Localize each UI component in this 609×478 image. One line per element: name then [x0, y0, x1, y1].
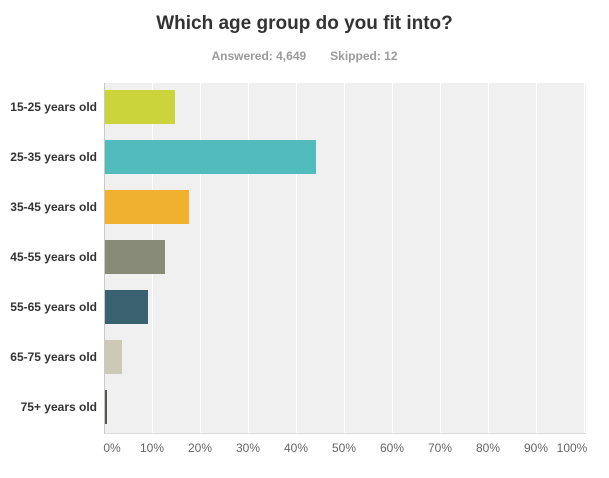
- x-tick-label: 20%: [187, 441, 213, 455]
- gridline: [200, 83, 201, 433]
- x-tick-label: 90%: [523, 441, 549, 455]
- x-tick-label: 60%: [379, 441, 405, 455]
- x-tick-label: 30%: [235, 441, 261, 455]
- category-label: 15-25 years old: [10, 100, 97, 114]
- bar: [105, 390, 108, 424]
- category-label: 65-75 years old: [10, 350, 97, 364]
- category-label: 45-55 years old: [10, 250, 97, 264]
- x-tick-label: 50%: [331, 441, 357, 455]
- x-tick-label: 40%: [283, 441, 309, 455]
- skipped-count: Skipped: 12: [330, 49, 398, 63]
- page-title: Which age group do you fit into?: [156, 13, 453, 34]
- bar: [105, 90, 176, 124]
- plot-area: [104, 83, 586, 434]
- x-tick-label: 80%: [475, 441, 501, 455]
- bar: [105, 140, 317, 174]
- bar: [105, 340, 122, 374]
- gridline: [536, 83, 537, 433]
- x-tick-label: 100%: [556, 441, 588, 455]
- bar: [105, 240, 165, 274]
- x-tick-label: 70%: [427, 441, 453, 455]
- x-tick-label: 0%: [103, 441, 121, 455]
- response-stats: Answered: 4,649 Skipped: 12: [0, 49, 609, 63]
- bar: [105, 190, 189, 224]
- gridline: [344, 83, 345, 433]
- category-label: 55-65 years old: [10, 300, 97, 314]
- category-label: 75+ years old: [20, 400, 97, 414]
- gridline: [296, 83, 297, 433]
- gridline: [488, 83, 489, 433]
- gridline: [584, 83, 585, 433]
- bar: [105, 290, 149, 324]
- gridline: [248, 83, 249, 433]
- gridline: [392, 83, 393, 433]
- answered-count: Answered: 4,649: [211, 49, 307, 63]
- category-label: 35-45 years old: [10, 200, 97, 214]
- gridline: [440, 83, 441, 433]
- category-label: 25-35 years old: [10, 150, 97, 164]
- x-tick-label: 10%: [139, 441, 165, 455]
